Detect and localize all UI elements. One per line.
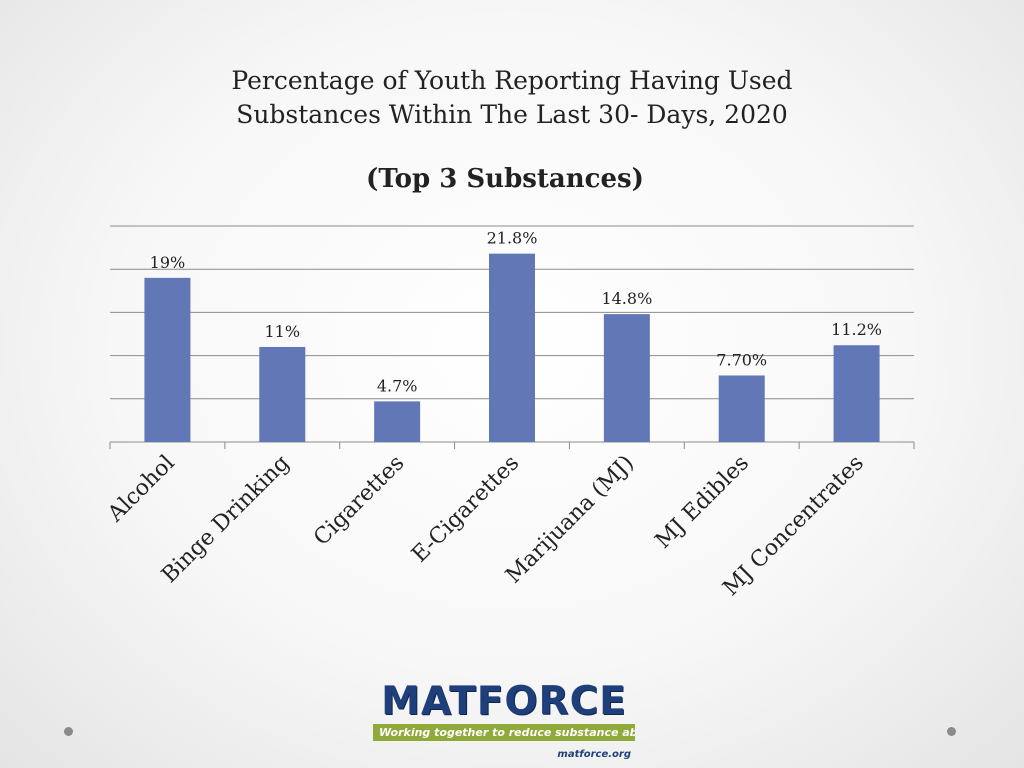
data-label-4: 21.8% (487, 229, 538, 248)
data-label-2: 11% (265, 322, 301, 341)
data-label-6: 7.70% (716, 350, 767, 369)
data-label-3: 4.7% (377, 376, 418, 395)
slide-dot-left (64, 727, 73, 736)
chart-title: Percentage of Youth Reporting Having Use… (0, 64, 1024, 132)
matforce-logo: MATFORCE Working together to reduce subs… (373, 682, 635, 766)
logo-url: matforce.org (557, 749, 631, 760)
bar-3 (374, 401, 421, 442)
data-label-7: 11.2% (831, 320, 882, 339)
logo-wordmark: MATFORCE (381, 679, 627, 724)
bar-2 (259, 346, 306, 442)
bar-7 (833, 345, 880, 442)
chart-subtitle: (Top 3 Substances) (366, 164, 644, 194)
category-label-1: Alcohol (103, 451, 180, 528)
category-label-6: MJ Edibles (651, 451, 754, 554)
logo-tagline: Working together to reduce substance abu… (373, 724, 635, 741)
bar-chart: 19% Alcohol 11% Binge Drinking 4.7% Cigarette… (103, 225, 915, 601)
chart-title-line-1: Percentage of Youth Reporting Having Use… (231, 66, 793, 95)
bar-6 (718, 375, 765, 442)
category-label-2: Binge Drinking (157, 451, 294, 588)
bar-1 (144, 277, 191, 442)
chart-title-line-2: Substances Within The Last 30- Days, 202… (236, 100, 788, 129)
category-label-4: E-Cigarettes (407, 451, 524, 568)
category-label-3: Cigarettes (309, 451, 409, 551)
data-label-1: 19% (150, 253, 186, 272)
bar-4 (489, 253, 535, 442)
category-label-5: Marijuana (MJ) (501, 451, 639, 589)
slide-dot-right (947, 727, 956, 736)
bar-5 (603, 314, 650, 442)
data-label-5: 14.8% (601, 289, 652, 308)
